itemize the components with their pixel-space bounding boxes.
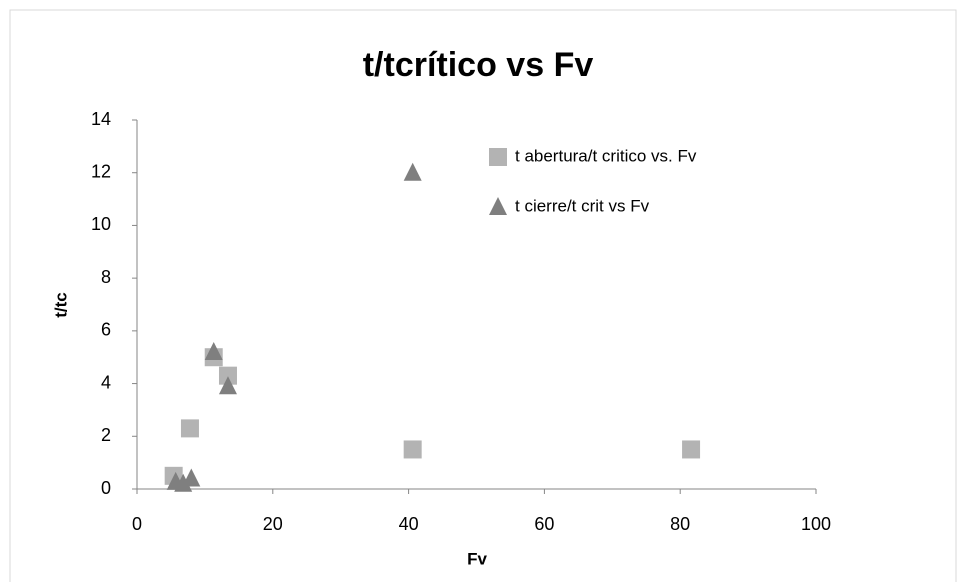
y-tick-label: 12 — [91, 161, 111, 181]
y-tick-label: 6 — [101, 320, 111, 340]
x-axis-label: Fv — [467, 549, 487, 568]
x-tick-label: 40 — [399, 514, 419, 534]
marker — [218, 366, 237, 385]
marker — [682, 440, 701, 459]
y-tick-label: 10 — [91, 214, 111, 234]
y-tick-label: 0 — [101, 478, 111, 498]
y-tick-label: 4 — [101, 372, 111, 392]
chart-frame — [9, 9, 957, 582]
y-tick-label: 8 — [101, 267, 111, 287]
x-tick-label: 0 — [132, 514, 142, 534]
marker — [204, 341, 223, 360]
chart-title: t/tcrítico vs Fv — [363, 46, 594, 84]
marker — [403, 440, 422, 459]
marker — [182, 468, 201, 487]
x-tick-label: 60 — [534, 514, 554, 534]
x-tick-label: 80 — [670, 514, 690, 534]
marker — [489, 148, 507, 166]
marker — [174, 473, 193, 492]
legend-label: t abertura/t critico vs. Fv — [515, 146, 697, 165]
marker — [403, 162, 422, 181]
marker — [489, 197, 507, 215]
legend-label: t cierre/t crit vs Fv — [515, 196, 650, 215]
y-axis-label: t/tc — [51, 292, 70, 318]
marker — [180, 419, 199, 438]
x-tick-label: 100 — [801, 514, 831, 534]
marker — [218, 376, 237, 395]
y-tick-label: 14 — [91, 109, 111, 129]
y-tick-label: 2 — [101, 425, 111, 445]
x-tick-label: 20 — [263, 514, 283, 534]
